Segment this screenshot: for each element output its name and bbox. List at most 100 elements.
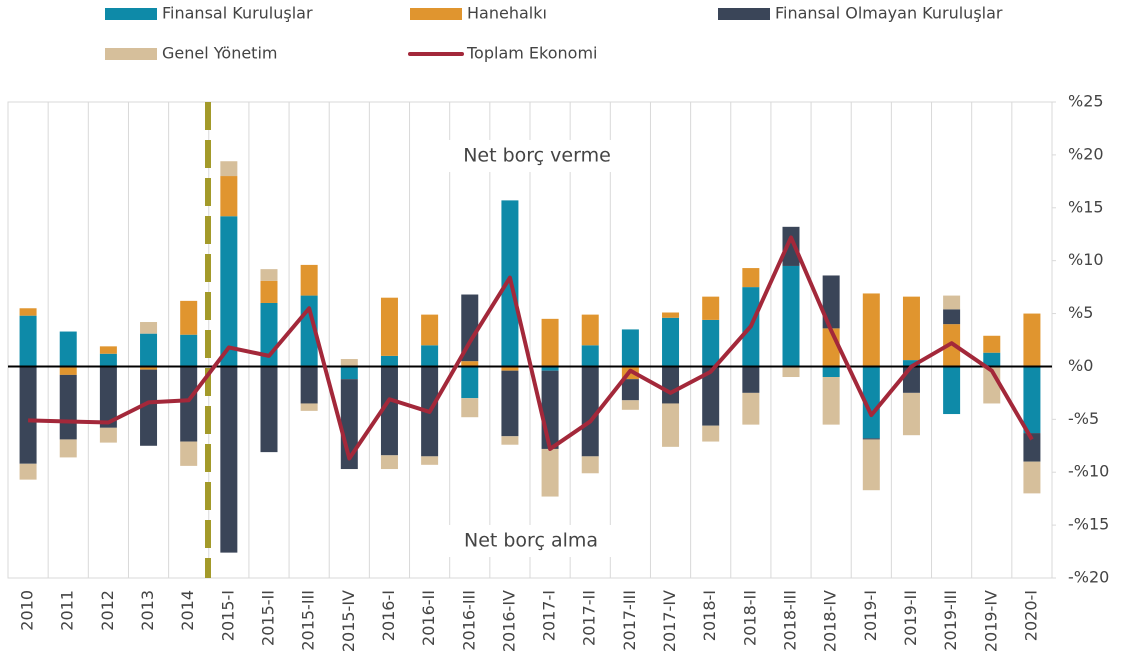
- bar-segment: [862, 438, 880, 440]
- bar-segment: [140, 333, 158, 367]
- bar-segment: [180, 441, 198, 466]
- bar-segment: [943, 366, 961, 415]
- bar-segment: [662, 403, 680, 447]
- bar-segment: [59, 439, 77, 458]
- bar-segment: [862, 366, 880, 439]
- y-tick-label: %10: [1068, 250, 1104, 269]
- bar-segment: [461, 366, 479, 399]
- y-tick-label: -%15: [1068, 515, 1109, 534]
- bar-segment: [220, 366, 238, 553]
- bar-segment: [461, 398, 479, 418]
- bar-segment: [220, 176, 238, 217]
- separators: [47, 102, 1013, 578]
- x-tick-label: 2017-I: [540, 590, 559, 641]
- x-tick-label: 2017-IV: [660, 590, 679, 652]
- bar-segment: [220, 161, 238, 177]
- bar-segment: [662, 312, 680, 318]
- annotation-bg: [437, 140, 637, 172]
- bar-segment: [662, 366, 680, 404]
- y-tick-label: -%10: [1068, 462, 1109, 481]
- x-tick-label: 2019-II: [901, 590, 920, 646]
- legend-label: Toplam Ekonomi: [466, 44, 597, 63]
- x-tick-label: 2020-I: [1021, 590, 1040, 641]
- legend-label: Hanehalkı: [467, 4, 547, 23]
- y-tick-label: -%5: [1068, 409, 1099, 428]
- bar-segment: [19, 463, 37, 480]
- y-tick-label: %20: [1068, 144, 1104, 163]
- bar-segment: [59, 374, 77, 440]
- legend-swatch: [718, 8, 770, 20]
- y-tick-label: %15: [1068, 197, 1104, 216]
- y-tick-label: %25: [1068, 92, 1104, 111]
- bar-segment: [140, 366, 158, 370]
- bar-segment: [822, 366, 840, 378]
- x-tick-label: 2015-IV: [339, 590, 358, 652]
- bar-segment: [1023, 433, 1041, 462]
- bar-segment: [421, 456, 439, 465]
- bar-segment: [702, 366, 720, 426]
- bar-segment: [260, 280, 278, 303]
- bar-segment: [99, 353, 117, 367]
- bar-segment: [501, 436, 519, 445]
- x-tick-label: 2011: [58, 590, 77, 631]
- bar-segment: [621, 379, 639, 401]
- bar-segment: [581, 345, 599, 367]
- x-tick-label: 2015-I: [218, 590, 237, 641]
- x-tick-label: 2018-IV: [821, 590, 840, 652]
- bar-segment: [782, 226, 800, 266]
- bar-segment: [902, 366, 920, 393]
- bars: [19, 161, 1041, 553]
- x-tick-label: 2014: [178, 590, 197, 631]
- bar-segment: [260, 366, 278, 453]
- y-tick-label: %0: [1068, 356, 1093, 375]
- bar-segment: [822, 377, 840, 425]
- bar-segment: [461, 361, 479, 367]
- bar-segment: [983, 352, 1001, 367]
- bar-segment: [621, 400, 639, 410]
- bar-segment: [99, 346, 117, 354]
- bar-segment: [983, 335, 1001, 353]
- bar-segment: [59, 366, 77, 375]
- bar-segment: [862, 293, 880, 367]
- bar-segment: [300, 264, 318, 296]
- bar-segment: [99, 427, 117, 443]
- x-tick-label: 2016-II: [419, 590, 438, 646]
- bar-segment: [340, 366, 358, 380]
- total-line: [28, 235, 1034, 461]
- bar-segment: [541, 448, 559, 497]
- bar-segment: [581, 366, 599, 457]
- bar-segment: [902, 360, 920, 367]
- bar-segment: [59, 331, 77, 367]
- bar-segment: [380, 366, 398, 456]
- bar-segment: [1023, 366, 1041, 434]
- bar-segment: [541, 318, 559, 367]
- bar-segment: [1023, 461, 1041, 494]
- bar-segment: [943, 309, 961, 325]
- bar-segment: [702, 296, 720, 320]
- x-tick-label: 2015-III: [299, 590, 318, 651]
- bar-segment: [140, 322, 158, 334]
- bar-segment: [822, 275, 840, 329]
- bar-segment: [380, 355, 398, 367]
- bar-segment: [742, 392, 760, 425]
- x-tick-label: 2018-III: [781, 590, 800, 651]
- bar-segment: [782, 265, 800, 367]
- bar-segment: [461, 294, 479, 362]
- legend-label: Finansal Kuruluşlar: [162, 4, 313, 23]
- bar-segment: [300, 403, 318, 411]
- x-tick-label: 2016-IV: [499, 590, 518, 652]
- bar-segment: [862, 439, 880, 491]
- bar-segment: [421, 345, 439, 367]
- bar-segment: [300, 366, 318, 404]
- bar-segment: [260, 269, 278, 281]
- x-tick-label: 2019-III: [941, 590, 960, 651]
- bar-segment: [180, 300, 198, 335]
- bar-segment: [340, 359, 358, 367]
- bar-segment: [742, 366, 760, 393]
- legend-swatch: [105, 8, 157, 20]
- x-tick-label: 2018-II: [740, 590, 759, 646]
- y-tick-label: %5: [1068, 303, 1093, 322]
- front: %25 %20 %15 %10 %5 %0 -%5 -%10 -%15 -%20 2010 2011 2…: [8, 4, 1109, 652]
- y-tick-label: -%20: [1068, 568, 1109, 587]
- x-tick-label: 2019-I: [861, 590, 880, 641]
